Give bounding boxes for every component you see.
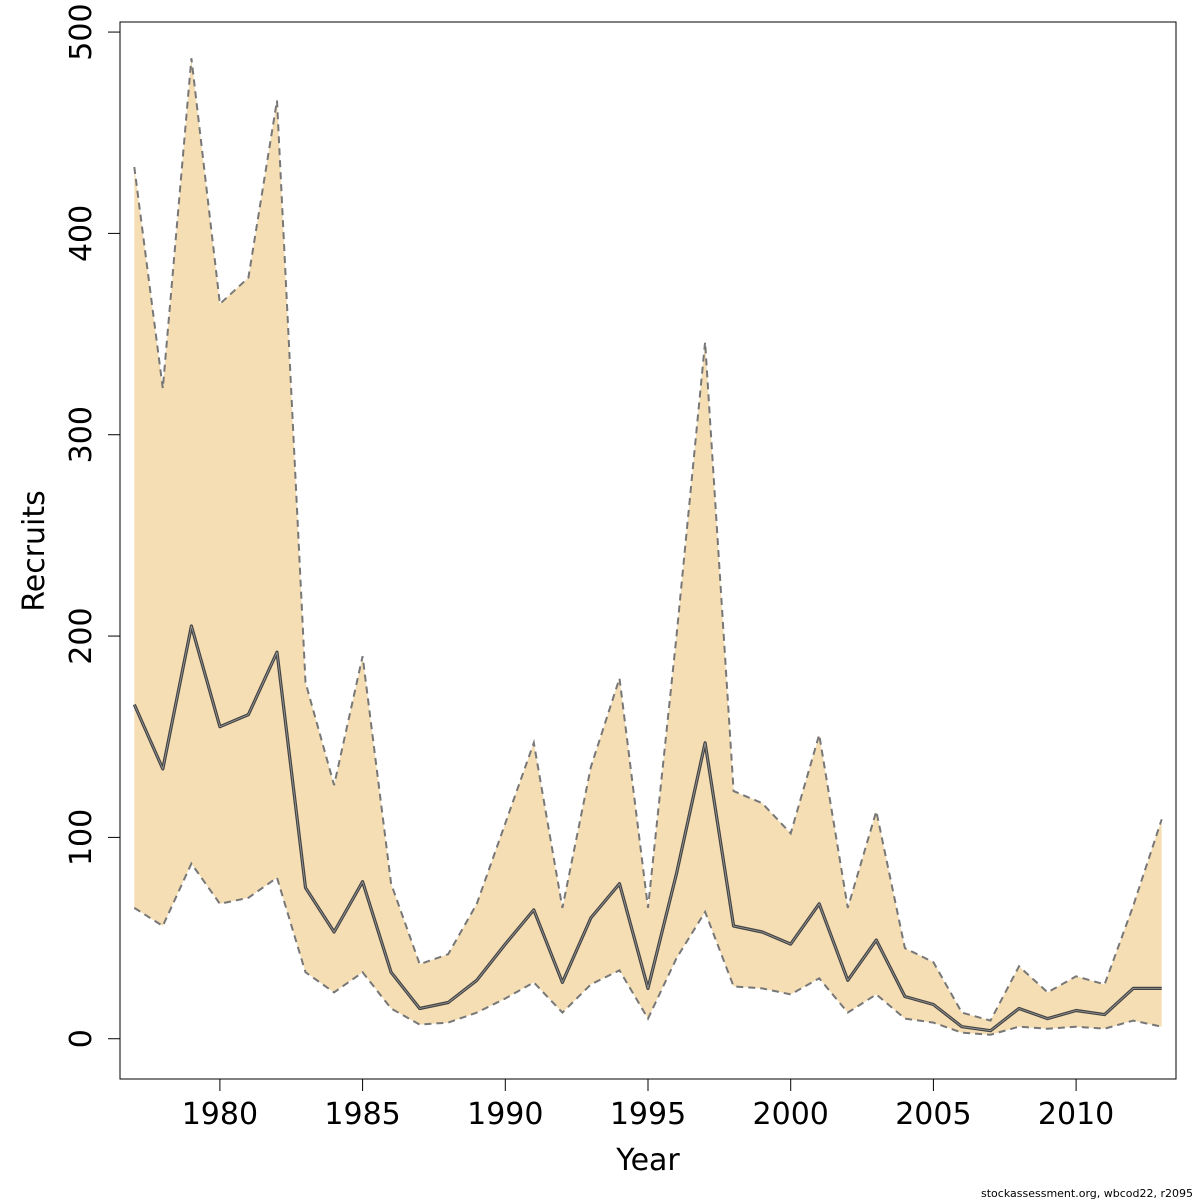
confidence-band-layer xyxy=(133,58,1163,1036)
x-axis-title: Year xyxy=(615,1143,680,1178)
estimate-line-layer xyxy=(132,624,1162,1033)
lower-bound-line xyxy=(133,861,1162,1036)
y-axis: 0 100 200 300 400 500 xyxy=(64,3,121,1048)
estimate-line-highlight xyxy=(133,625,1162,1032)
y-tick-label: 0 xyxy=(64,1029,99,1048)
x-tick-label: 2005 xyxy=(895,1097,971,1132)
upper-bound-line xyxy=(133,58,1163,1022)
x-tick-label: 2000 xyxy=(753,1097,829,1132)
x-tick-label: 1990 xyxy=(467,1097,543,1132)
y-tick-label: 200 xyxy=(64,607,99,664)
y-tick-label: 500 xyxy=(64,3,99,60)
y-tick-label: 100 xyxy=(64,809,99,866)
x-axis: 1980 1985 1990 1995 2000 2005 2010 xyxy=(182,1078,1114,1132)
y-tick-label: 400 xyxy=(64,205,99,262)
x-tick-label: 2010 xyxy=(1038,1097,1114,1132)
y-tick-label: 300 xyxy=(64,406,99,463)
confidence-band-area xyxy=(134,58,1162,1035)
x-tick-label: 1995 xyxy=(610,1097,686,1132)
x-tick-label: 1985 xyxy=(324,1097,400,1132)
x-tick-label: 1980 xyxy=(182,1097,258,1132)
y-axis-title: Recruits xyxy=(17,490,52,612)
credit-text: stockassessment.org, wbcod22, r2095 xyxy=(981,1187,1193,1200)
